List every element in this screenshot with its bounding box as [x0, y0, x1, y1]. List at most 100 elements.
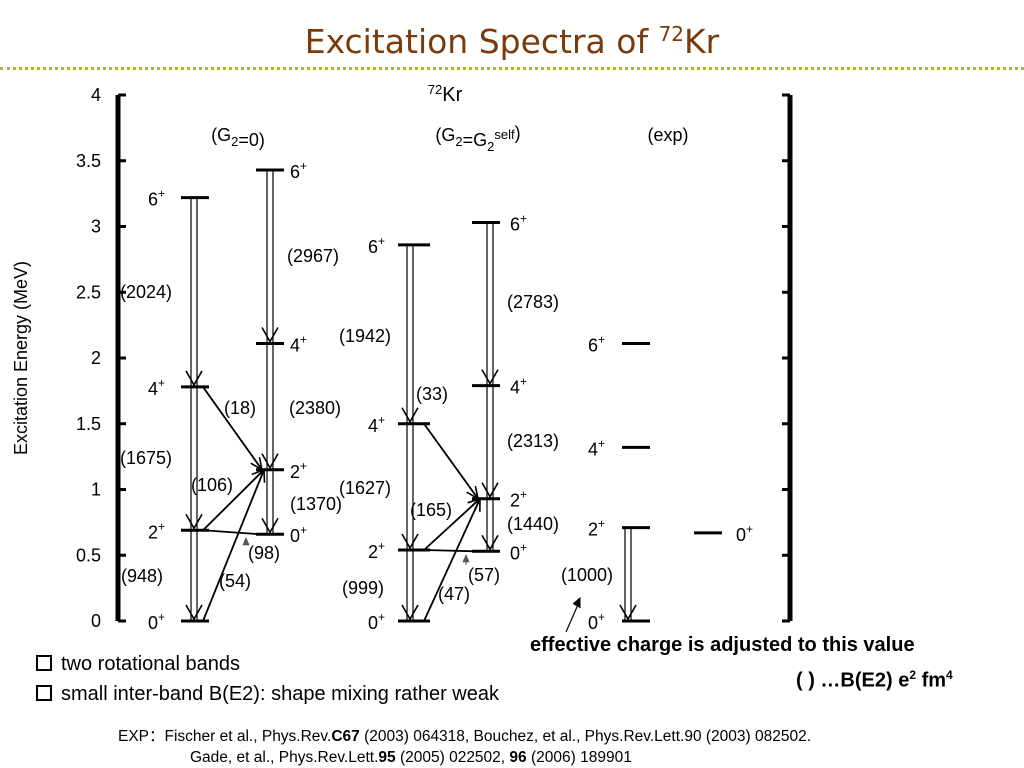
- spin-label: 6+: [368, 234, 385, 257]
- y-tick-label: 2: [91, 348, 101, 368]
- panel-exp: (exp) 0+ 2+ 4+ 6+ 0+ (1000): [561, 125, 753, 633]
- y-tick-label: 4: [91, 85, 101, 105]
- be2-value-label: (98): [248, 543, 280, 563]
- arrowhead-icon: [185, 513, 203, 530]
- spin-label: 0+: [368, 610, 385, 633]
- be2-value-label: (106): [191, 475, 233, 495]
- arrowhead-icon: [481, 482, 499, 499]
- arrowhead-icon: [261, 453, 279, 470]
- y-axis: 0 0.5 1 1.5 2 2.5 3 3.5 4 Excitation Energy (MeV)…: [11, 82, 793, 631]
- spin-label: 2+: [148, 519, 165, 542]
- arrowhead-icon: [572, 596, 581, 608]
- be2-value-label: (54): [219, 571, 251, 591]
- be2-units-legend: ( ) …B(E2) e2 fm4: [796, 668, 953, 693]
- arrowhead-icon: [481, 369, 499, 386]
- be2-value-label: (33): [416, 384, 448, 404]
- reference-text: (2003) 064318, Bouchez, et al., Phys.Rev…: [359, 728, 812, 745]
- reference-text: Gade, et al., Phys.Rev.Lett.: [190, 749, 379, 766]
- y-tick-label: 1: [91, 480, 101, 500]
- be2-value-label: (948): [121, 566, 163, 586]
- level-panels: (G2=0) 0+ 2+ 4+ 6+ 0+ 2+ 4+ 6+ (948) (1675) (2024) (…: [120, 123, 753, 633]
- y-tick-label: 0: [91, 611, 101, 631]
- be2-value-label: (47): [438, 584, 470, 604]
- bullet-text: small inter-band B(E2): shape mixing rat…: [61, 683, 499, 705]
- spin-label: 4+: [588, 436, 605, 459]
- spin-label: 0+: [510, 540, 527, 563]
- legend-exponent-1: 2: [909, 668, 917, 682]
- be2-value-label: (2967): [287, 246, 339, 266]
- spin-label: 6+: [588, 333, 605, 356]
- y-tick-label: 2.5: [76, 282, 101, 302]
- be2-value-label: (2783): [507, 292, 559, 312]
- spin-label: 6+: [290, 159, 307, 182]
- panel-header: (G2=0): [211, 125, 265, 150]
- arrowhead-icon: [261, 327, 279, 344]
- reference-line-2: Gade, et al., Phys.Rev.Lett.95 (2005) 02…: [118, 747, 811, 768]
- page-title: Excitation Spectra of 72Kr: [0, 22, 1024, 61]
- be2-value-label: (2313): [507, 431, 559, 451]
- be2-value-label: (57): [468, 565, 500, 585]
- bullet-text: two rotational bands: [61, 653, 241, 675]
- arrowhead-icon: [401, 604, 419, 621]
- legend-prefix: ( ) …B(E2) e: [796, 669, 910, 692]
- be2-value-label: (1370): [290, 494, 342, 514]
- be2-value-label: (1675): [120, 448, 172, 468]
- spin-label: 2+: [510, 488, 527, 511]
- arrowhead-icon: [481, 534, 499, 551]
- title-mass-number: 72: [658, 22, 685, 46]
- arrowhead-icon: [469, 496, 481, 512]
- spin-label: 2+: [588, 517, 605, 540]
- spin-label: 4+: [290, 333, 307, 356]
- arrowhead-icon: [185, 370, 203, 387]
- bullet-list: two rotational bands small inter-band B(…: [36, 650, 499, 710]
- y-tick-label: 3.5: [76, 151, 101, 171]
- y-tick-label: 0.5: [76, 545, 101, 565]
- bullet-box-icon: [36, 684, 52, 701]
- references: EXP：Fischer et al., Phys.Rev.C67 (2003) …: [118, 726, 811, 768]
- arrowhead-icon: [401, 407, 419, 424]
- spin-label: 0+: [736, 522, 753, 545]
- title-element: Kr: [684, 22, 720, 61]
- panel-header: (exp): [647, 125, 688, 145]
- y-axis-label: Excitation Energy (MeV): [11, 261, 31, 455]
- inter-band-transition: [423, 423, 479, 500]
- inter-band-transition: [202, 386, 263, 471]
- nucleus-label: 72Kr: [428, 82, 463, 106]
- panel-g2zero: (G2=0) 0+ 2+ 4+ 6+ 0+ 2+ 4+ 6+ (948) (1675) (2024) (…: [120, 125, 342, 633]
- spin-label: 0+: [290, 523, 307, 546]
- arrowhead-icon: [185, 604, 203, 621]
- arrowhead-icon: [261, 517, 279, 534]
- spin-label: 6+: [510, 212, 527, 235]
- title-divider: [0, 67, 1024, 70]
- inter-band-transition: [423, 549, 477, 553]
- y-tick-label: 3: [91, 217, 101, 237]
- title-text: Excitation Spectra of: [304, 22, 659, 61]
- arrowhead-icon: [254, 467, 266, 483]
- reference-text: EXP：Fischer et al., Phys.Rev.: [118, 728, 332, 745]
- arrowhead-icon: [401, 533, 419, 550]
- legend-mid: fm: [916, 669, 947, 692]
- be2-value-label: (165): [410, 500, 452, 520]
- reference-line-1: EXP：Fischer et al., Phys.Rev.C67 (2003) …: [118, 726, 811, 747]
- panel-g2self: (G2=G2self) 0+ 2+ 4+ 6+ 0+ 2+ 4+ 6+ (999) (1627) (1…: [339, 123, 559, 633]
- be2-value-label: (1440): [507, 514, 559, 534]
- spin-label: 2+: [368, 539, 385, 562]
- be2-value-label: (1000): [561, 565, 613, 585]
- spin-label: 4+: [368, 413, 385, 436]
- be2-value-label: (18): [224, 398, 256, 418]
- spin-label: 6+: [148, 187, 165, 210]
- inter-band-transition: [202, 469, 265, 531]
- be2-value-label: (2380): [289, 398, 341, 418]
- reference-text: C67: [331, 728, 360, 745]
- bullet-item: small inter-band B(E2): shape mixing rat…: [36, 680, 499, 710]
- arrowhead-icon: [619, 604, 637, 621]
- be2-value-label: (999): [342, 578, 384, 598]
- effective-charge-note: effective charge is adjusted to this val…: [530, 634, 915, 656]
- bullet-box-icon: [36, 654, 52, 671]
- inter-band-transition: [202, 529, 261, 536]
- arrowhead-icon: [462, 554, 470, 563]
- inter-band-transition: [423, 498, 481, 622]
- be2-value-label: (2024): [120, 282, 172, 302]
- inter-band-transition: [202, 469, 265, 622]
